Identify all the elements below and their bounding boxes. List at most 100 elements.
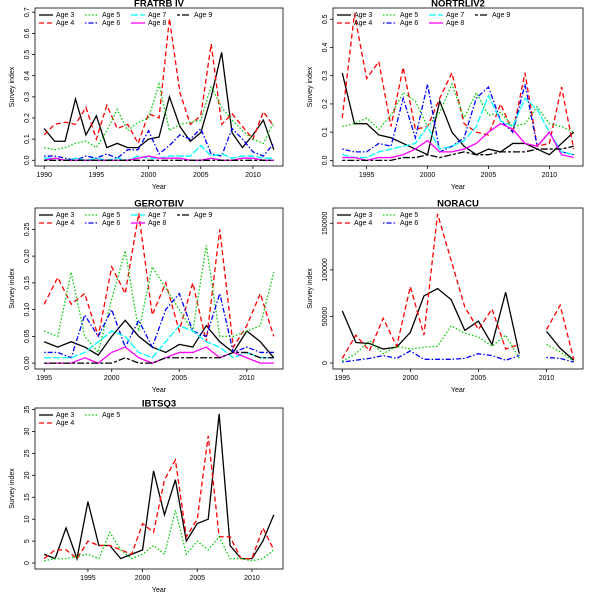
series-line — [341, 324, 575, 362]
y-tick-label: 0.0 — [322, 155, 329, 165]
y-tick-label: 0.20 — [24, 249, 31, 263]
x-tick-label: 2005 — [471, 375, 487, 382]
plot-frame — [332, 207, 584, 370]
y-axis-label: Survey index — [9, 468, 16, 509]
y-axis-label: Survey index — [307, 268, 314, 309]
legend-label: Age 7 — [446, 12, 464, 19]
y-tick-label: 0.5 — [322, 14, 329, 24]
x-tick-label: 2010 — [245, 172, 261, 179]
x-tick-label: 1995 — [359, 172, 375, 179]
legend-label: Age 5 — [102, 412, 120, 419]
panel: NORTRLIV2 Year Survey index 1995 2000 2005 201… — [307, 0, 584, 191]
x-tick-label: 2005 — [189, 575, 205, 582]
x-tick-label: 1995 — [36, 375, 52, 382]
panel: NORACU Year Survey index 1995 2000 2005 2010 0 5… — [307, 199, 584, 394]
series-line — [44, 510, 275, 562]
series-line — [341, 13, 575, 150]
legend-label: Age 4 — [354, 220, 372, 227]
x-axis-label: Year — [451, 387, 466, 394]
x-axis-label: Year — [152, 387, 167, 394]
series-line — [342, 82, 575, 133]
y-tick-label: 0.5 — [24, 50, 31, 60]
series-line — [43, 319, 275, 359]
y-tick-label: 35 — [24, 406, 31, 414]
series-line — [43, 213, 275, 349]
series-line — [44, 81, 275, 151]
legend-label: Age 7 — [148, 212, 166, 219]
y-tick-label: 0.1 — [24, 134, 31, 144]
series-line — [341, 213, 575, 360]
legend-label: Age 3 — [56, 212, 74, 219]
y-tick-label: 0.15 — [24, 276, 31, 290]
panel: FRATRB IV Year Survey index 1990 1995 2000 200… — [9, 0, 284, 191]
legend-label: Age 5 — [400, 212, 418, 219]
legend-label: Age 4 — [56, 420, 74, 427]
y-tick-label: 0.2 — [24, 113, 31, 123]
panel-title: NORACU — [437, 199, 479, 210]
x-tick-label: 2005 — [171, 375, 187, 382]
plot-frame — [34, 407, 284, 570]
x-tick-label: 1995 — [89, 172, 105, 179]
x-axis-label: Year — [152, 184, 167, 191]
y-tick-label: 0 — [322, 361, 329, 365]
legend-label: Age 3 — [56, 12, 74, 19]
x-tick-label: 1990 — [36, 172, 52, 179]
x-axis-label: Year — [451, 184, 466, 191]
panel-title: NORTRLIV2 — [431, 0, 485, 10]
panel-title: GEROTBIV — [134, 199, 184, 210]
plot-frame — [332, 7, 584, 167]
y-tick-label: 0.0 — [24, 155, 31, 165]
legend-label: Age 5 — [102, 12, 120, 19]
plot-frame — [34, 207, 284, 370]
series-line — [44, 127, 275, 161]
legend-label: Age 3 — [354, 212, 372, 219]
legend-label: Age 3 — [56, 412, 74, 419]
x-tick-label: 2000 — [104, 375, 120, 382]
series-line — [342, 122, 574, 162]
y-tick-label: 0.05 — [24, 329, 31, 343]
series-line — [342, 93, 574, 159]
legend-label: Age 6 — [400, 20, 418, 27]
legend-label: Age 6 — [400, 220, 418, 227]
y-tick-label: 0.3 — [24, 92, 31, 102]
y-tick-label: 20 — [24, 471, 31, 479]
series-line — [342, 350, 574, 363]
x-tick-label: 2005 — [193, 172, 209, 179]
y-tick-label: 0.4 — [322, 43, 329, 53]
series-line — [44, 291, 274, 359]
y-tick-label: 150000 — [322, 211, 329, 234]
y-tick-label: 15 — [24, 493, 31, 501]
plot-frame — [34, 7, 284, 167]
y-tick-label: 0.1 — [322, 127, 329, 137]
panel: GEROTBIV Year Survey index 1995 2000 2005 2010… — [9, 199, 284, 394]
x-tick-label: 2000 — [420, 172, 436, 179]
x-tick-label: 1995 — [80, 575, 96, 582]
x-tick-label: 2010 — [542, 172, 558, 179]
y-tick-label: 0 — [24, 561, 31, 565]
y-axis-label: Survey index — [307, 66, 314, 107]
y-axis-label: Survey index — [9, 66, 16, 107]
y-tick-label: 30 — [24, 428, 31, 436]
legend-label: Age 9 — [194, 212, 212, 219]
legend-label: Age 5 — [400, 12, 418, 19]
x-tick-label: 2010 — [539, 375, 555, 382]
x-tick-label: 2005 — [481, 172, 497, 179]
series-line — [44, 351, 274, 364]
legend-label: Age 4 — [56, 20, 74, 27]
y-tick-label: 0.10 — [24, 303, 31, 317]
y-tick-label: 25 — [24, 449, 31, 457]
series-line — [43, 245, 275, 354]
legend-label: Age 8 — [148, 20, 166, 27]
panel-title: IBTSQ3 — [142, 399, 176, 410]
legend-label: Age 6 — [102, 20, 120, 27]
legend-label: Age 6 — [102, 220, 120, 227]
series-line — [43, 52, 275, 150]
x-tick-label: 2000 — [403, 375, 419, 382]
y-tick-label: 0.25 — [24, 222, 31, 236]
y-tick-label: 0.3 — [322, 71, 329, 81]
x-tick-label: 2010 — [239, 375, 255, 382]
legend-label: Age 9 — [492, 12, 510, 19]
series-line — [43, 435, 275, 560]
y-tick-label: 5 — [24, 539, 31, 543]
